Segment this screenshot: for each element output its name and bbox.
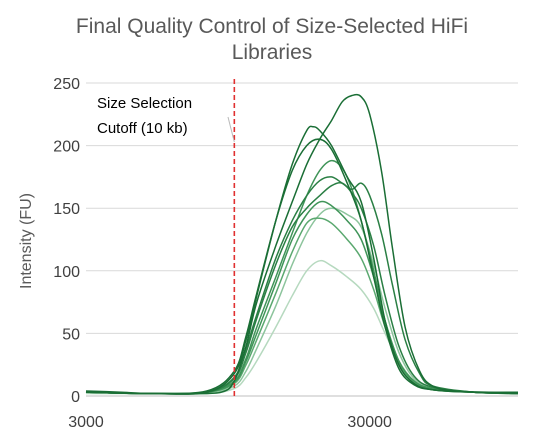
series-line-1 [85,93,519,395]
y-tick-label-50: 50 [62,326,80,343]
x-tick-label-30000: 30000 [347,414,392,431]
x-tick-label-3000: 3000 [68,414,104,431]
cutoff-label: Size Selection Cutoff (10 kb) [97,95,192,137]
series-line-5 [85,181,519,395]
x-tick-labels: 3000 30000 [68,414,392,431]
y-tick-label-100: 100 [53,264,80,281]
series-line-8 [85,217,519,395]
y-tick-label-250: 250 [53,76,80,93]
series-group [85,93,519,395]
y-tick-label-150: 150 [53,201,80,218]
chart-title-line-2: Libraries [232,41,313,64]
cutoff-label-leader [227,116,235,143]
y-axis-label: Intensity (FU) [18,193,35,289]
chart-title: Final Quality Control of Size-Selected H… [76,15,468,64]
series-line-6 [85,159,519,395]
y-tick-label-200: 200 [53,139,80,156]
cutoff-label-line-2: Cutoff (10 kb) [97,120,188,137]
cutoff-label-line-1: Size Selection [97,95,192,112]
series-line-2 [85,125,519,395]
series-line-9 [85,207,519,395]
y-tick-label-0: 0 [71,389,80,406]
series-line-10 [86,259,519,395]
gridlines [86,82,518,397]
series-line-3 [85,138,519,395]
chart-title-line-1: Final Quality Control of Size-Selected H… [76,15,468,38]
y-tick-labels: 0 50 100 150 200 250 [53,76,80,406]
